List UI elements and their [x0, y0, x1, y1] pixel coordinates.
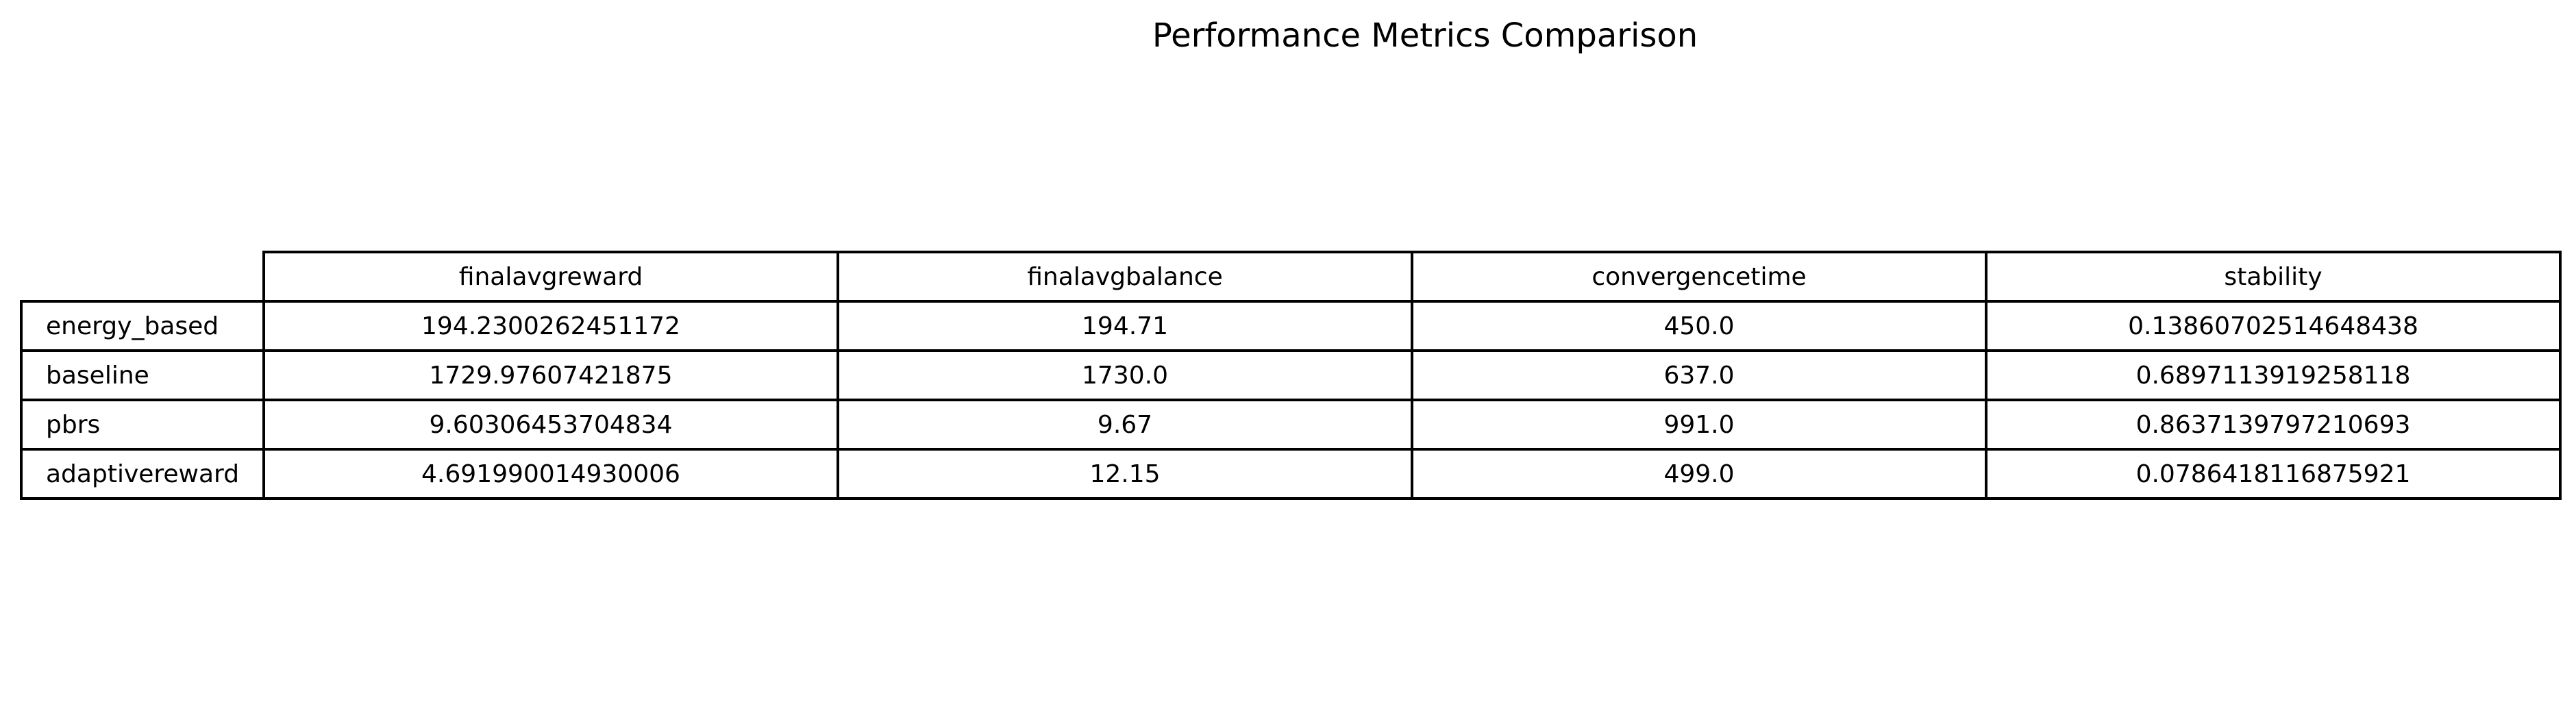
table-cell: 499.0: [1411, 448, 1987, 500]
row-label: baseline: [20, 349, 265, 401]
table-cell: 0.8637139797210693: [1985, 399, 2562, 451]
table-cell: 4.691990014930006: [262, 448, 839, 500]
table-cell: 991.0: [1411, 399, 1987, 451]
table-cell: 450.0: [1411, 300, 1987, 352]
table-cell: 637.0: [1411, 349, 1987, 401]
table-cell: 1729.97607421875: [262, 349, 839, 401]
table-row: adaptivereward 4.691990014930006 12.15 4…: [20, 448, 2562, 500]
column-header: finalavgreward: [262, 251, 839, 303]
table-row: baseline 1729.97607421875 1730.0 637.0 0…: [20, 349, 2562, 401]
table-cell: 9.67: [837, 399, 1413, 451]
table-cell: 194.2300262451172: [262, 300, 839, 352]
chart-title: Performance Metrics Comparison: [1152, 16, 1698, 55]
table-row: pbrs 9.60306453704834 9.67 991.0 0.86371…: [20, 399, 2562, 451]
metrics-table: finalavgreward finalavgbalance convergen…: [20, 251, 2562, 500]
row-label: pbrs: [20, 399, 265, 451]
column-header: stability: [1985, 251, 2562, 303]
table-cell: 9.60306453704834: [262, 399, 839, 451]
row-label: adaptivereward: [20, 448, 265, 500]
corner-cell: [21, 252, 264, 301]
table-cell: 194.71: [837, 300, 1413, 352]
row-label: energy_based: [20, 300, 265, 352]
table-cell: 0.0786418116875921: [1985, 448, 2562, 500]
table-cell: 12.15: [837, 448, 1413, 500]
table-row: energy_based 194.2300262451172 194.71 45…: [20, 300, 2562, 352]
column-header: finalavgbalance: [837, 251, 1413, 303]
table-cell: 1730.0: [837, 349, 1413, 401]
header-row: finalavgreward finalavgbalance convergen…: [21, 251, 2562, 303]
table-cell: 0.6897113919258118: [1985, 349, 2562, 401]
table-cell: 0.13860702514648438: [1985, 300, 2562, 352]
column-header: convergencetime: [1411, 251, 1987, 303]
